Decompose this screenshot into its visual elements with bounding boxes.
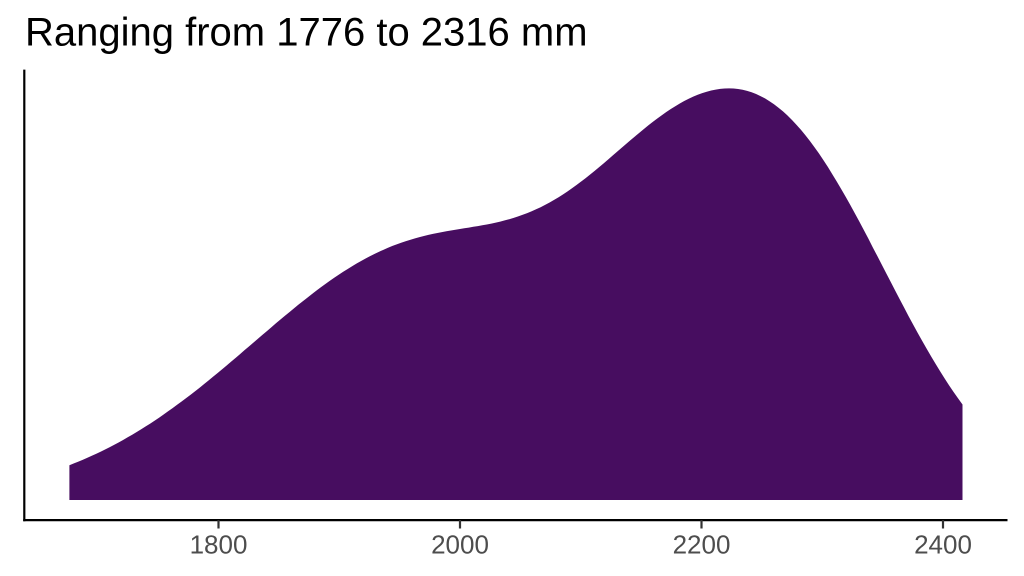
- svg-text:1800: 1800: [190, 530, 248, 560]
- svg-text:2200: 2200: [673, 530, 731, 560]
- svg-text:2000: 2000: [431, 530, 489, 560]
- svg-text:Ranging from 1776 to 2316 mm: Ranging from 1776 to 2316 mm: [25, 11, 588, 55]
- svg-text:2400: 2400: [914, 530, 972, 560]
